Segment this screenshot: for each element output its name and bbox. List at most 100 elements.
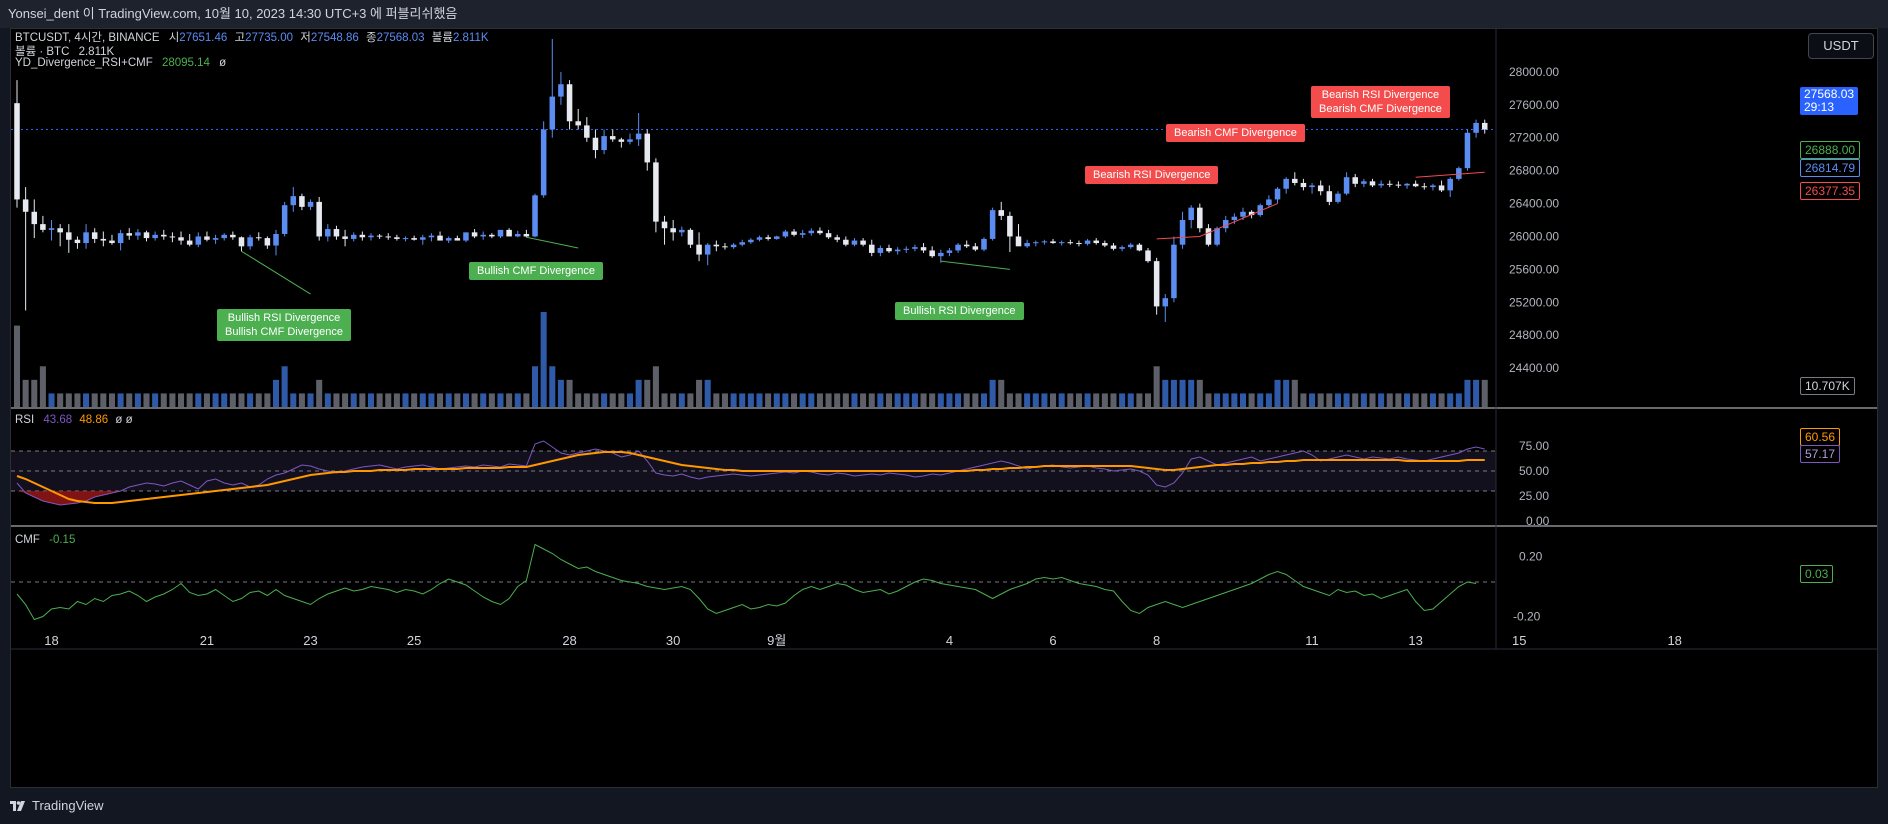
candle-body <box>1378 183 1384 186</box>
candle-body <box>471 232 478 237</box>
candle-body <box>696 244 702 255</box>
volume-bar <box>1265 393 1272 407</box>
volume-bar <box>1473 379 1480 407</box>
green-price-badge: 26888.00 <box>1800 141 1861 159</box>
candle-body <box>765 237 771 239</box>
volume-bar <box>1205 393 1212 407</box>
volume-bar <box>13 325 21 407</box>
volume-bar <box>1291 379 1298 407</box>
price-tick-label: 25200.00 <box>1509 295 1559 309</box>
candle-body <box>359 234 366 238</box>
candle-body <box>109 240 115 244</box>
volume-bar <box>454 393 461 407</box>
chart-canvas[interactable]: 24400.00 24800.00 25200.00 25600.00 26000.00… <box>11 29 1878 788</box>
volume-bar <box>1429 393 1436 407</box>
volume-bar <box>1248 393 1255 407</box>
candle-body <box>584 125 590 138</box>
volume-bar <box>1075 393 1082 407</box>
candle-body <box>333 229 340 237</box>
chart-frame[interactable]: 24400.00 24800.00 25200.00 25600.00 26000.00… <box>10 28 1878 788</box>
volume-bar <box>885 393 893 407</box>
candle-body <box>212 238 219 240</box>
volume-bar <box>1343 393 1350 407</box>
volume-bar <box>911 393 918 407</box>
candle-body <box>437 235 443 241</box>
candle-body <box>868 244 875 253</box>
volume-bar <box>1179 379 1186 407</box>
volume-bar <box>272 379 280 407</box>
volume-bar <box>601 393 608 407</box>
tradingview-logo[interactable]: TradingView <box>10 798 104 813</box>
candle-body <box>1214 228 1220 245</box>
volume-bar <box>445 393 452 407</box>
candle-body <box>1145 250 1151 262</box>
candle-body <box>601 136 607 151</box>
currency-button[interactable]: USDT <box>1808 33 1874 59</box>
volume-bar <box>877 393 884 407</box>
candle-body <box>644 133 651 163</box>
candle-body <box>1205 228 1212 245</box>
publish-bar: Yonsei_dent 이 TradingView.com, 10월 10, 2… <box>0 0 1888 28</box>
volume-bar <box>721 393 728 407</box>
candle-body <box>489 234 495 237</box>
candle-body <box>774 236 780 239</box>
candle-body <box>722 246 728 248</box>
candle-body <box>1266 199 1272 206</box>
candle-body <box>834 237 840 240</box>
candle-body <box>1102 243 1108 246</box>
legend-low: 27548.86 <box>310 32 359 44</box>
candle-body <box>946 250 953 253</box>
volume-bar <box>307 393 314 407</box>
volume-bar <box>488 393 495 407</box>
volume-bar <box>937 393 944 407</box>
candle-body <box>713 244 720 247</box>
candle-body <box>1309 185 1315 188</box>
volume-bar <box>57 393 64 407</box>
candle-body <box>161 234 167 237</box>
time-tick-label: 8 <box>1153 633 1160 648</box>
candle-body <box>428 235 435 238</box>
volume-bar <box>74 393 81 407</box>
volume-bar <box>514 393 521 407</box>
volume-bar <box>1412 393 1419 407</box>
rsi-value1: 43.68 <box>43 414 73 426</box>
candle-body <box>1283 178 1289 189</box>
volume-bar <box>532 366 539 407</box>
bear-label-a: Bearish RSI Divergence <box>1085 166 1219 184</box>
candle-body <box>1292 178 1298 183</box>
volume-bar <box>480 393 487 407</box>
candle-body <box>1231 216 1238 220</box>
candle-body <box>463 232 469 241</box>
cmf-tick-label: 0.20 <box>1519 550 1543 564</box>
volume-bar <box>1006 393 1013 407</box>
volume-bar <box>929 393 936 407</box>
footer-bar: TradingView <box>0 788 1888 824</box>
time-tick-label: 15 <box>1512 633 1526 648</box>
candle-body <box>1179 220 1186 245</box>
cmf-tick-label: -0.20 <box>1513 610 1541 624</box>
bear-label-b: Bearish CMF Divergence <box>1166 124 1305 142</box>
candle-body <box>877 247 884 253</box>
candle-body <box>290 196 297 206</box>
candle-body <box>454 238 461 241</box>
candle-body <box>739 242 745 245</box>
bull-label-b-line1: Bullish CMF Divergence <box>477 265 595 277</box>
volume-bar <box>1283 379 1290 407</box>
candle-body <box>299 196 305 207</box>
volume-bar <box>1136 393 1143 407</box>
candle-body <box>135 232 141 236</box>
volume-bar <box>583 393 590 407</box>
candle-body <box>1119 247 1125 249</box>
volume-bar <box>1084 393 1091 407</box>
volume-bar <box>860 393 867 407</box>
candle-body <box>704 244 711 255</box>
legend-low-label: 저 <box>300 32 311 44</box>
candle-body <box>1386 183 1393 185</box>
volume-bar <box>497 393 504 407</box>
volume-bar <box>963 393 970 407</box>
time-tick-label: 6 <box>1049 633 1056 648</box>
volume-bar <box>523 393 530 407</box>
candle-body <box>48 228 55 230</box>
bear-label-c-line1: Bearish RSI Divergence <box>1321 89 1440 101</box>
volume-bar <box>1481 379 1488 407</box>
